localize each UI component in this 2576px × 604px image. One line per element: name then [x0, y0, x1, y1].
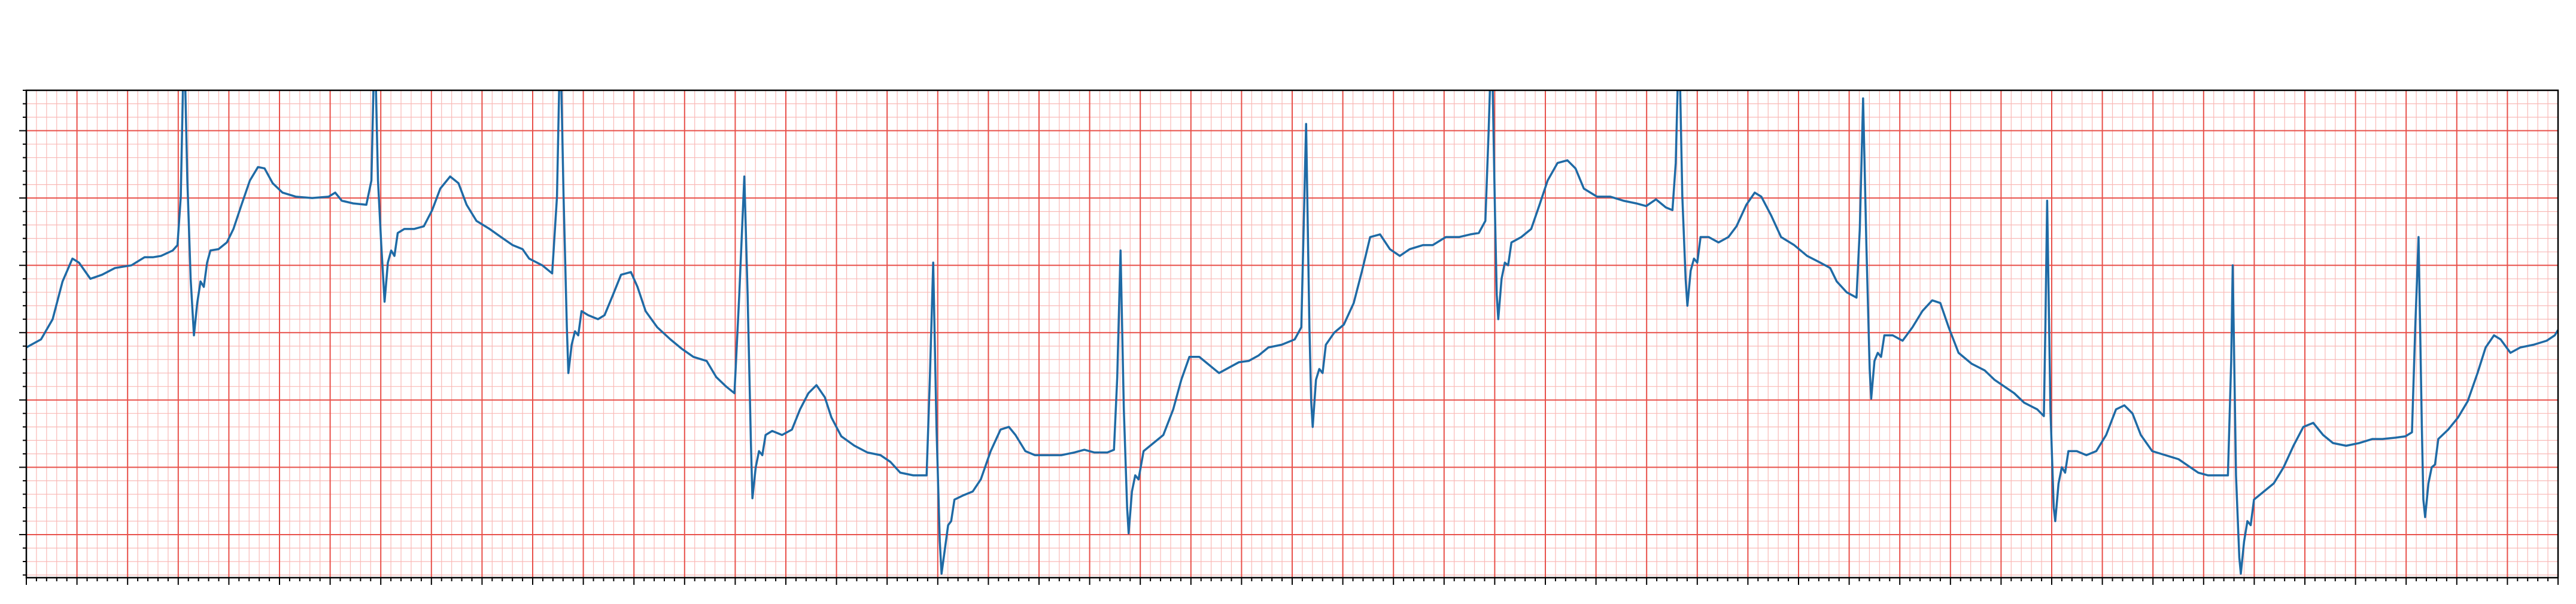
ecg-trace — [26, 90, 2558, 575]
trace-layer — [26, 90, 2558, 575]
ticks — [19, 90, 2559, 585]
grid — [26, 90, 2559, 578]
